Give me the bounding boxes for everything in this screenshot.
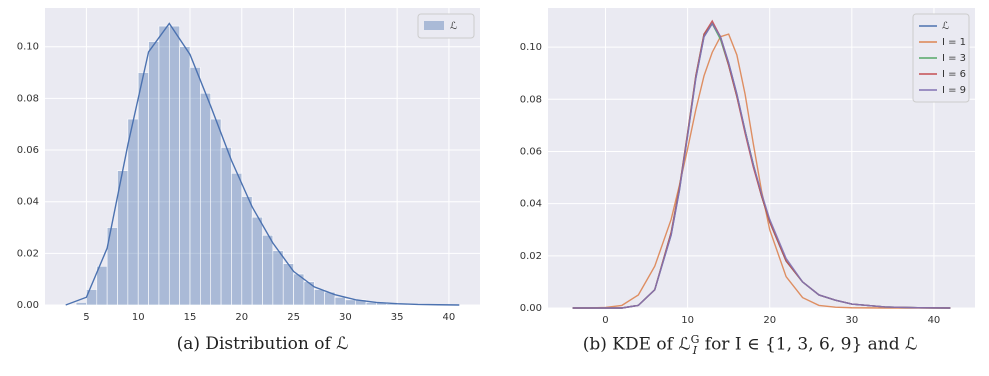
x-tick-label: 40 xyxy=(443,312,456,323)
y-tick-label: 0.00 xyxy=(17,300,39,311)
x-tick-label: 35 xyxy=(391,312,404,323)
bar xyxy=(96,265,108,306)
x-tick-label: 10 xyxy=(681,315,694,325)
bar xyxy=(345,299,357,306)
kde-line xyxy=(572,33,951,309)
x-tick-label: 25 xyxy=(287,312,300,323)
y-tick-label: 0.02 xyxy=(17,248,39,259)
y-tick-label: 0.06 xyxy=(520,146,542,157)
legend-label: I = 6 xyxy=(942,69,966,80)
bar xyxy=(158,25,170,306)
bar xyxy=(200,92,212,306)
caption-text: (b) KDE of ℒ xyxy=(582,334,691,355)
bar xyxy=(75,302,87,306)
x-tick-label: 30 xyxy=(339,312,352,323)
y-tick-label: 0.04 xyxy=(17,197,39,208)
bar xyxy=(241,196,253,306)
plot-area xyxy=(548,8,975,308)
figure: 0.00 0.02 0.04 0.06 0.08 0.10 5 10 15 20 25 30 35 40 ℒ… xyxy=(17,8,975,325)
x-tick-label: 0 xyxy=(602,315,608,325)
kde-line xyxy=(65,22,460,306)
bar xyxy=(334,296,346,306)
legend xyxy=(912,13,970,103)
kde-line xyxy=(572,22,951,309)
bar xyxy=(272,250,284,306)
x-tick-label: 20 xyxy=(763,315,776,325)
y-tick-label: 0.02 xyxy=(520,251,542,262)
y-tick-label: 0.00 xyxy=(520,303,542,314)
legend-label: I = 3 xyxy=(942,53,966,64)
legend-label: ℒ xyxy=(450,21,457,32)
bar xyxy=(179,46,191,306)
bar xyxy=(262,234,274,306)
y-tick-label: 0.10 xyxy=(520,42,542,53)
x-tick-label: 5 xyxy=(83,312,89,323)
y-tick-label: 0.04 xyxy=(520,199,542,210)
x-tick-label: 15 xyxy=(184,312,197,323)
bar xyxy=(231,172,243,306)
bar xyxy=(251,216,263,306)
legend-label: I = 9 xyxy=(942,85,966,96)
legend xyxy=(417,13,475,39)
bar xyxy=(148,41,160,306)
bar xyxy=(210,118,222,306)
y-tick-label: 0.10 xyxy=(17,42,39,53)
x-tick-label: 30 xyxy=(845,315,858,325)
bar xyxy=(168,25,180,306)
caption-a: (a) Distribution of ℒ xyxy=(176,334,349,354)
bar xyxy=(220,147,232,306)
bar xyxy=(137,72,149,306)
y-tick-label: 0.06 xyxy=(17,145,39,156)
x-tick-label: 20 xyxy=(235,312,248,323)
caption-text: for I ∈ {1, 3, 6, 9} and ℒ xyxy=(699,334,918,355)
y-tick-label: 0.08 xyxy=(17,93,39,104)
y-tick-label: 0.08 xyxy=(520,94,542,105)
caption-sup: G xyxy=(690,333,700,346)
bar xyxy=(313,289,325,306)
x-tick-label: 40 xyxy=(928,315,941,325)
legend-label: ℒ xyxy=(942,21,949,32)
bar xyxy=(127,118,139,306)
x-tick-label: 10 xyxy=(132,312,145,323)
legend-swatch xyxy=(424,21,444,30)
bar xyxy=(189,67,201,306)
caption-sub: I xyxy=(692,344,698,357)
legend-label: I = 1 xyxy=(942,37,966,48)
